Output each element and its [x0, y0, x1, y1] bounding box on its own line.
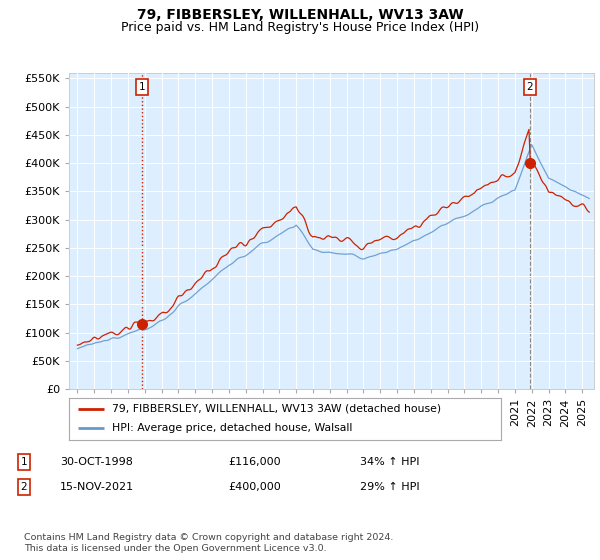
Text: 79, FIBBERSLEY, WILLENHALL, WV13 3AW (detached house): 79, FIBBERSLEY, WILLENHALL, WV13 3AW (de…	[112, 404, 442, 414]
Text: 2: 2	[20, 482, 28, 492]
Text: 2: 2	[526, 82, 533, 92]
Text: 1: 1	[20, 457, 28, 467]
Text: HPI: Average price, detached house, Walsall: HPI: Average price, detached house, Wals…	[112, 423, 353, 433]
Text: 29% ↑ HPI: 29% ↑ HPI	[360, 482, 419, 492]
Text: 15-NOV-2021: 15-NOV-2021	[60, 482, 134, 492]
Text: 30-OCT-1998: 30-OCT-1998	[60, 457, 133, 467]
Text: 1: 1	[139, 82, 145, 92]
Text: Contains HM Land Registry data © Crown copyright and database right 2024.
This d: Contains HM Land Registry data © Crown c…	[24, 533, 394, 553]
Text: 79, FIBBERSLEY, WILLENHALL, WV13 3AW: 79, FIBBERSLEY, WILLENHALL, WV13 3AW	[137, 8, 463, 22]
Text: £116,000: £116,000	[228, 457, 281, 467]
Text: Price paid vs. HM Land Registry's House Price Index (HPI): Price paid vs. HM Land Registry's House …	[121, 21, 479, 34]
Text: 34% ↑ HPI: 34% ↑ HPI	[360, 457, 419, 467]
Text: £400,000: £400,000	[228, 482, 281, 492]
